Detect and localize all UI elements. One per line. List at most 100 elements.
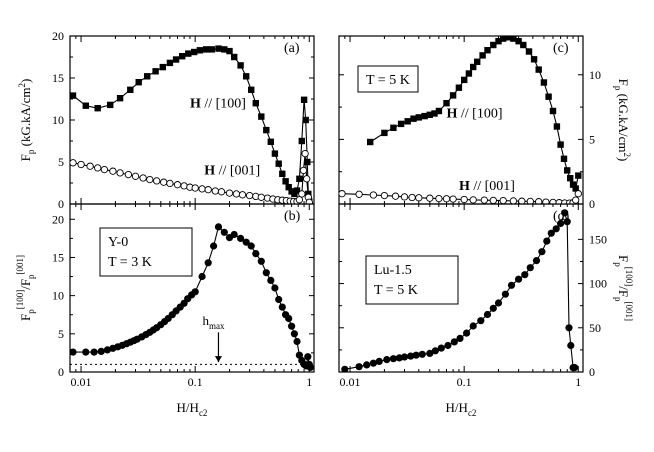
data-point-square (231, 53, 238, 61)
data-point-circle (543, 237, 551, 245)
data-point-circle (571, 364, 579, 372)
series-line (72, 153, 310, 203)
hmax-label-main: h (202, 313, 209, 328)
y-axis-label-end: ) (18, 79, 33, 83)
data-point-circle (306, 363, 314, 371)
data-point-open-circle (257, 193, 265, 201)
data-point-square (135, 79, 142, 86)
data-point-open-circle (509, 197, 518, 204)
data-point-circle (247, 242, 255, 250)
data-point-open-circle (180, 182, 188, 190)
series-annotation: H // [001] (204, 164, 260, 179)
data-point-circle (483, 310, 492, 319)
data-point-circle (437, 344, 445, 352)
annotation-bold: H (190, 96, 201, 111)
data-point-circle (278, 303, 286, 311)
data-point-open-circle (542, 198, 550, 204)
y-tick-label: 0 (589, 365, 595, 379)
series-annotation: H // [100] (190, 96, 246, 111)
data-point-square (404, 118, 411, 125)
data-point-square (443, 100, 450, 107)
x-axis-label: H/Hc2 (446, 400, 477, 418)
data-point-square (540, 79, 548, 86)
info-box (365, 255, 459, 305)
series-group (70, 223, 314, 371)
x-tick-label: 1 (306, 375, 312, 389)
y-tick-label: 0 (589, 197, 595, 211)
data-point-circle (489, 304, 497, 312)
data-point-circle (567, 341, 575, 350)
y-tick-label: 150 (589, 232, 607, 246)
data-point-circle (304, 353, 312, 361)
data-point-square (569, 181, 577, 188)
data-point-open-circle (77, 160, 85, 169)
data-point-open-circle (449, 195, 457, 203)
data-point-circle (515, 275, 523, 283)
data-point-circle (469, 322, 477, 330)
data-point-open-circle (518, 197, 526, 204)
data-point-circle (198, 272, 206, 281)
data-point-open-circle (574, 190, 582, 198)
data-point-open-circle (198, 185, 206, 193)
data-point-circle (400, 353, 409, 361)
data-point-circle (82, 348, 90, 356)
data-point-open-circle (301, 149, 309, 158)
info-box (357, 65, 419, 93)
data-point-square (575, 172, 582, 179)
y-axis-label-sup: [100] (15, 290, 25, 310)
data-point-circle (355, 363, 363, 371)
data-point-circle (97, 347, 105, 355)
data-point-open-circle (408, 193, 416, 202)
y-axis-label-main: F (18, 314, 33, 321)
data-point-circle (285, 314, 293, 323)
data-point-open-circle (380, 191, 389, 200)
series-line (72, 48, 310, 202)
series-group (339, 36, 582, 204)
data-point-square (248, 86, 255, 93)
data-point-open-circle (303, 175, 311, 183)
info-box (99, 227, 193, 277)
data-point-open-circle (204, 186, 212, 194)
data-point-square (252, 100, 259, 107)
data-point-square (500, 36, 507, 42)
data-point-open-circle (153, 177, 161, 185)
data-point-open-circle (339, 190, 346, 198)
data-point-open-circle (305, 198, 313, 204)
data-point-circle (450, 338, 458, 346)
data-point-circle (90, 348, 98, 356)
annotation-text: // [001] (470, 179, 515, 194)
info-box-line: T = 5 K (374, 283, 418, 298)
data-point-open-circle (131, 172, 140, 180)
panel-label: (b) (284, 209, 301, 224)
data-point-circle (290, 330, 298, 338)
y-axis-label-sup: 2 (17, 83, 27, 88)
data-point-open-circle (460, 195, 468, 204)
y-axis-label: Fp[100]/Fp[001] (613, 255, 634, 321)
data-point-open-circle (100, 165, 109, 174)
series-annotation: H // [001] (459, 179, 515, 194)
y-axis-label-end: ) (616, 157, 631, 161)
data-point-circle (557, 219, 565, 228)
y-axis-label-sup: 2 (622, 153, 632, 158)
data-point-circle (463, 329, 471, 337)
data-point-open-circle (295, 196, 304, 204)
series-annotation: H // [100] (446, 106, 502, 121)
info-box-line: T = 5 K (366, 73, 410, 88)
panel-b: 0.01 0.1 105101520Fp[100]/Fp[001]H/Hc2(b)h… (15, 203, 315, 418)
data-point-circle (275, 295, 283, 304)
y-axis-label: Fp (kG.kA/cm2) (17, 79, 36, 162)
data-point-square (275, 160, 282, 167)
data-point-circle (369, 359, 377, 367)
data-point-open-circle (499, 196, 507, 204)
data-point-square (461, 76, 468, 84)
y-axis-label: Fp (kG.kA/cm2) (613, 79, 632, 162)
data-point-square (267, 138, 274, 145)
data-point-square (455, 84, 463, 91)
data-point-square (221, 46, 228, 53)
y-tick-label: 10 (52, 113, 64, 127)
data-point-circle (257, 257, 265, 265)
data-point-circle (293, 337, 301, 346)
data-point-square (285, 184, 292, 191)
